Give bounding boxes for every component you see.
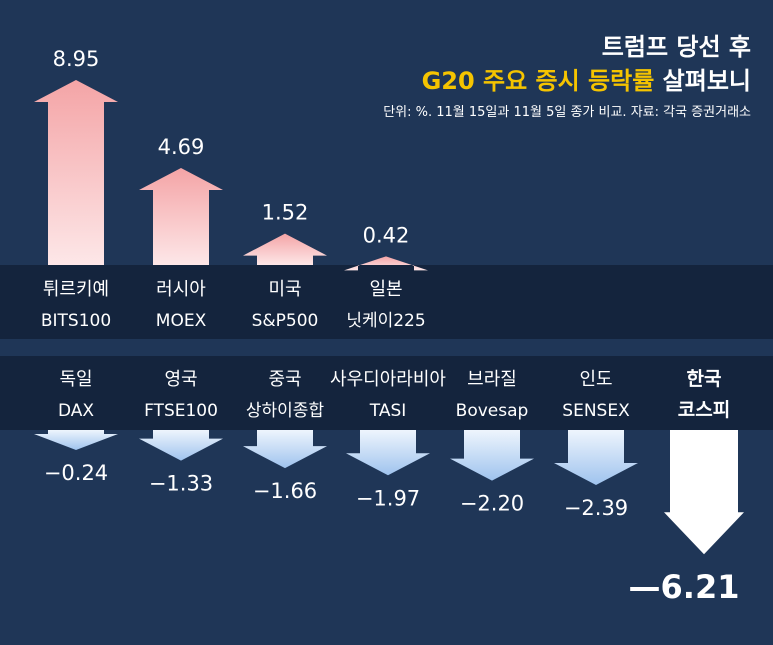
chart-title-line1: 트럼프 당선 후 [601, 33, 751, 61]
korea-value-label: —6.21 [629, 568, 740, 606]
source-note: 단위: %. 11월 15일과 11월 5일 종가 비교. 자료: 각국 증권거… [383, 105, 751, 120]
down-arrow-6 [139, 430, 223, 461]
index-label-korea: 코스피 [678, 399, 730, 421]
value-label: −2.39 [564, 496, 628, 520]
up-arrow-4 [344, 256, 428, 271]
chart-title-line2: G20 주요 증시 등락률 살펴보니 [383, 64, 751, 98]
up-arrow-2 [139, 168, 223, 265]
value-label: −2.20 [460, 492, 524, 516]
index-label: S&P500 [252, 311, 319, 331]
value-label: −0.24 [44, 461, 108, 485]
down-arrow-10 [554, 430, 638, 485]
country-label: 독일 [59, 369, 92, 390]
value-label: −1.66 [253, 479, 317, 503]
country-label: 브라질 [467, 369, 517, 390]
index-label: DAX [58, 401, 94, 421]
country-label: 튀르키예 [43, 279, 109, 300]
value-label: 8.95 [53, 47, 100, 71]
index-label: TASI [369, 401, 407, 421]
country-label: 사우디아라비아 [330, 369, 446, 390]
chart-title-rest: 살펴보니 [654, 67, 751, 95]
index-label: 닛케이225 [346, 311, 425, 331]
index-label: Bovesap [456, 401, 529, 421]
value-label: −1.33 [149, 472, 213, 496]
country-label: 중국 [268, 369, 301, 390]
value-label: 4.69 [158, 135, 205, 159]
country-label: 미국 [268, 279, 301, 300]
country-label: 러시아 [156, 279, 206, 300]
value-label: 0.42 [363, 223, 410, 247]
country-label: 인도 [579, 369, 612, 390]
down-arrow-5 [34, 430, 118, 450]
index-label: 상하이종합 [246, 401, 325, 421]
country-label: 일본 [369, 279, 402, 300]
up-arrow-1 [34, 80, 118, 265]
down-arrow-8 [346, 430, 430, 476]
down-arrow-7 [243, 430, 327, 469]
value-label: 1.52 [262, 201, 309, 225]
index-label: MOEX [156, 311, 207, 331]
up-arrow-3 [243, 233, 327, 265]
index-label: FTSE100 [144, 401, 218, 421]
korea-down-arrow [664, 430, 744, 555]
title-block: 트럼프 당선 후 G20 주요 증시 등락률 살펴보니 단위: %. 11월 1… [383, 30, 751, 124]
upper-label-band [0, 265, 773, 339]
value-label: −1.97 [356, 486, 420, 510]
down-arrow-9 [450, 430, 534, 481]
index-label: SENSEX [562, 401, 630, 421]
lower-label-band [0, 356, 773, 430]
country-label-korea: 한국 [687, 368, 722, 390]
country-label: 영국 [164, 369, 197, 390]
chart-title-highlight: G20 주요 증시 등락률 [421, 67, 655, 95]
index-label: BITS100 [41, 311, 111, 331]
